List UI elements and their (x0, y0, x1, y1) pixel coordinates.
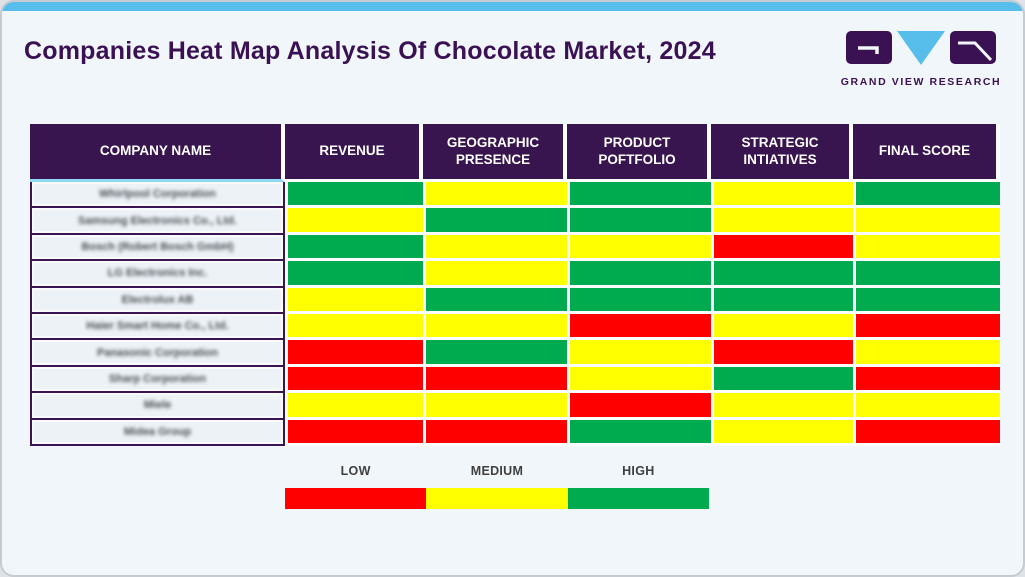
heatmap-cell-medium (711, 393, 853, 420)
top-accent-bar (2, 2, 1023, 11)
heatmap-cell-medium (853, 393, 1000, 420)
heatmap-cell-medium (423, 313, 567, 341)
company-name-text: Panasonic Corporation (96, 346, 219, 359)
legend-label-medium: MEDIUM (470, 463, 524, 478)
column-header-final-score: FINAL SCORE (853, 124, 1000, 182)
heatmap-cell-high (423, 208, 567, 235)
heatmap-cell-medium (711, 182, 853, 209)
company-name-text: Electrolux AB (121, 293, 194, 306)
column-header-geographic-presence: GEOGRAPHIC PRESENCE (423, 124, 567, 182)
heatmap-cell-medium (853, 234, 1000, 262)
company-name-cell: Panasonic Corporation (30, 340, 285, 367)
heatmap-cell-high (711, 287, 853, 314)
heatmap-cell-medium (711, 313, 853, 341)
company-name-text: LG Electronics Inc. (107, 267, 208, 280)
heatmap-cell-high (567, 419, 711, 446)
company-name-text: Haier Smart Home Co., Ltd. (86, 320, 229, 333)
heatmap-cell-low (711, 340, 853, 367)
heatmap-cell-medium (567, 234, 711, 262)
column-header-revenue: REVENUE (285, 124, 423, 182)
company-name-cell: Haier Smart Home Co., Ltd. (30, 313, 285, 341)
company-name-text: Midea Group (123, 425, 192, 438)
heatmap-cell-medium (423, 234, 567, 262)
heatmap-cell-medium (423, 261, 567, 288)
heatmap-cell-medium (567, 340, 711, 367)
heatmap-cell-high (567, 287, 711, 314)
company-name-text: Samsung Electronics Co., Ltd. (78, 214, 237, 227)
heatmap-cell-high (285, 182, 423, 209)
heatmap-cell-low (711, 234, 853, 262)
company-name-cell: Bosch (Robert Bosch GmbH) (30, 234, 285, 262)
heatmap-cell-high (285, 261, 423, 288)
heatmap-cell-medium (285, 393, 423, 420)
company-name-cell: Miele (30, 393, 285, 420)
legend-swatch-medium (426, 487, 568, 509)
column-header-strategic-intiatives: STRATEGIC INTIATIVES (711, 124, 853, 182)
heatmap-cell-low (567, 313, 711, 341)
heatmap-cell-medium (423, 182, 567, 209)
heatmap-cell-medium (285, 287, 423, 314)
logo-brand-text: GRAND VIEW RESEARCH (840, 76, 1002, 88)
company-name-cell: Electrolux AB (30, 287, 285, 314)
heatmap-cell-low (285, 340, 423, 367)
heatmap-cell-low (853, 313, 1000, 341)
logo-g-slot (858, 46, 879, 54)
heatmap-cell-high (423, 287, 567, 314)
heatmap-cell-low (423, 366, 567, 394)
heatmap-cell-low (853, 419, 1000, 446)
heatmap-cell-low (423, 419, 567, 446)
heatmap-cell-medium (853, 340, 1000, 367)
company-name-text: Whirlpool Corporation (99, 188, 216, 201)
company-name-text: Miele (143, 399, 172, 412)
heatmap-cell-high (711, 366, 853, 394)
heatmap-cell-medium (567, 366, 711, 394)
legend-label-low: LOW (340, 463, 371, 478)
heatmap-cell-medium (711, 208, 853, 235)
heatmap-cell-medium (853, 208, 1000, 235)
heatmap-cell-low (285, 419, 423, 446)
heatmap-cell-high (567, 208, 711, 235)
legend-labels: LOW MEDIUM HIGH (285, 464, 709, 478)
heatmap-cell-high (285, 234, 423, 262)
heatmap-cell-high (711, 261, 853, 288)
heatmap-cell-medium (423, 393, 567, 420)
heatmap-cell-high (567, 261, 711, 288)
heatmap-cell-medium (711, 419, 853, 446)
legend-color-bar (285, 487, 709, 509)
heatmap-cell-high (853, 261, 1000, 288)
heatmap-cell-low (285, 366, 423, 394)
company-name-cell: Midea Group (30, 419, 285, 446)
legend-label-high: HIGH (622, 463, 655, 478)
heatmap-cell-medium (285, 208, 423, 235)
company-name-cell: Samsung Electronics Co., Ltd. (30, 208, 285, 235)
company-name-cell: Whirlpool Corporation (30, 182, 285, 209)
heatmap-cell-high (423, 340, 567, 367)
column-header-product-poftfolio: PRODUCT POFTFOLIO (567, 124, 711, 182)
heatmap-cell-high (567, 182, 711, 209)
heatmap-cell-high (853, 287, 1000, 314)
header-row: Companies Heat Map Analysis Of Chocolate… (2, 11, 1023, 88)
legend-swatch-low (285, 487, 427, 509)
heatmap-table: COMPANY NAME REVENUE GEOGRAPHIC PRESENCE PR… (30, 124, 1000, 446)
column-header-company-name: COMPANY NAME (30, 124, 285, 182)
logo-v-triangle (897, 31, 945, 65)
gvr-logo-icon (846, 31, 996, 65)
heatmap-cell-low (853, 366, 1000, 394)
heatmap-cell-low (567, 393, 711, 420)
company-name-text: Bosch (Robert Bosch GmbH) (81, 240, 234, 253)
legend-swatch-high (567, 487, 709, 509)
page-title: Companies Heat Map Analysis Of Chocolate… (24, 37, 716, 65)
heatmap-legend: LOW MEDIUM HIGH (285, 464, 709, 509)
heatmap-cell-high (853, 182, 1000, 209)
company-name-cell: Sharp Corporation (30, 366, 285, 394)
company-name-text: Sharp Corporation (108, 372, 207, 385)
grand-view-research-logo: GRAND VIEW RESEARCH (840, 29, 1002, 88)
logo-r-block (950, 31, 996, 64)
company-name-cell: LG Electronics Inc. (30, 261, 285, 288)
logo-r-slash (958, 41, 993, 62)
heatmap-cell-medium (285, 313, 423, 341)
